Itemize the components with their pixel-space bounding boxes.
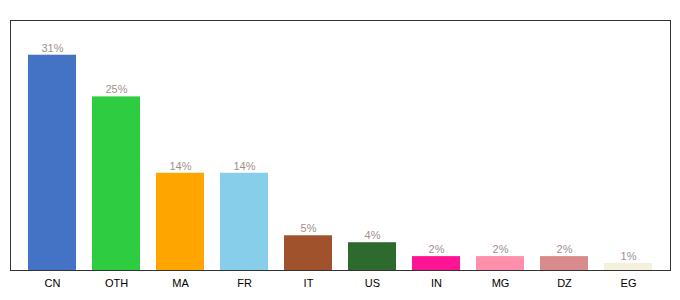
svg-text:MA: MA [172,277,189,289]
svg-text:2%: 2% [557,243,573,255]
svg-text:DZ: DZ [557,277,572,289]
svg-text:CN: CN [45,277,61,289]
svg-text:US: US [365,277,380,289]
svg-text:14%: 14% [169,160,191,172]
svg-text:IT: IT [304,277,314,289]
svg-text:14%: 14% [233,160,255,172]
svg-text:OTH: OTH [105,277,128,289]
svg-text:FR: FR [237,277,252,289]
svg-text:25%: 25% [105,83,127,95]
svg-text:2%: 2% [429,243,445,255]
svg-text:31%: 31% [41,42,63,54]
svg-text:IN: IN [431,277,442,289]
svg-text:2%: 2% [493,243,509,255]
svg-text:MG: MG [492,277,510,289]
svg-text:4%: 4% [365,229,381,241]
svg-text:1%: 1% [621,250,637,262]
svg-text:EG: EG [621,277,637,289]
svg-text:5%: 5% [301,222,317,234]
